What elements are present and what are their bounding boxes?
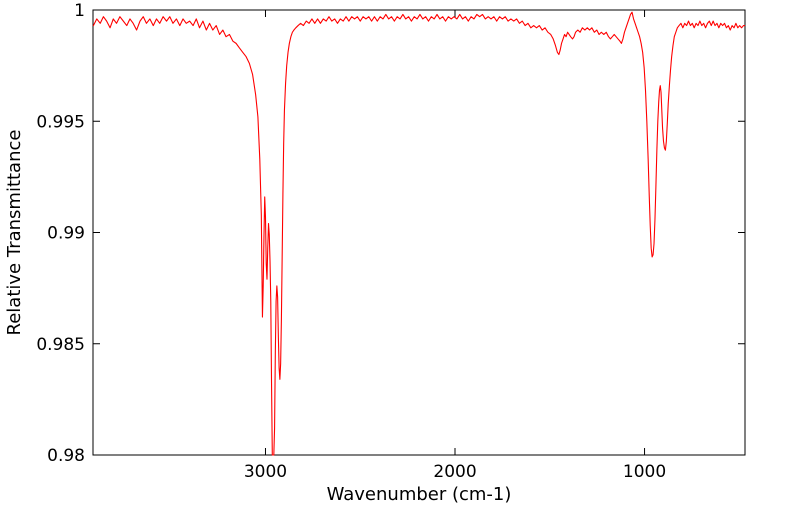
y-tick-label: 0.985	[36, 335, 85, 355]
y-axis-title: Relative Transmittance	[4, 130, 25, 336]
x-tick-label: 3000	[244, 462, 287, 482]
y-tick-label: 0.995	[36, 112, 85, 132]
x-axis-title: Wavenumber (cm-1)	[327, 484, 512, 505]
y-tick-label: 1	[74, 1, 85, 21]
x-tick-label: 1000	[623, 462, 666, 482]
spectrum-line	[92, 11, 746, 456]
x-tick-label: 2000	[433, 462, 476, 482]
y-tick-label: 0.98	[47, 446, 85, 466]
y-tick-label: 0.99	[47, 224, 85, 244]
